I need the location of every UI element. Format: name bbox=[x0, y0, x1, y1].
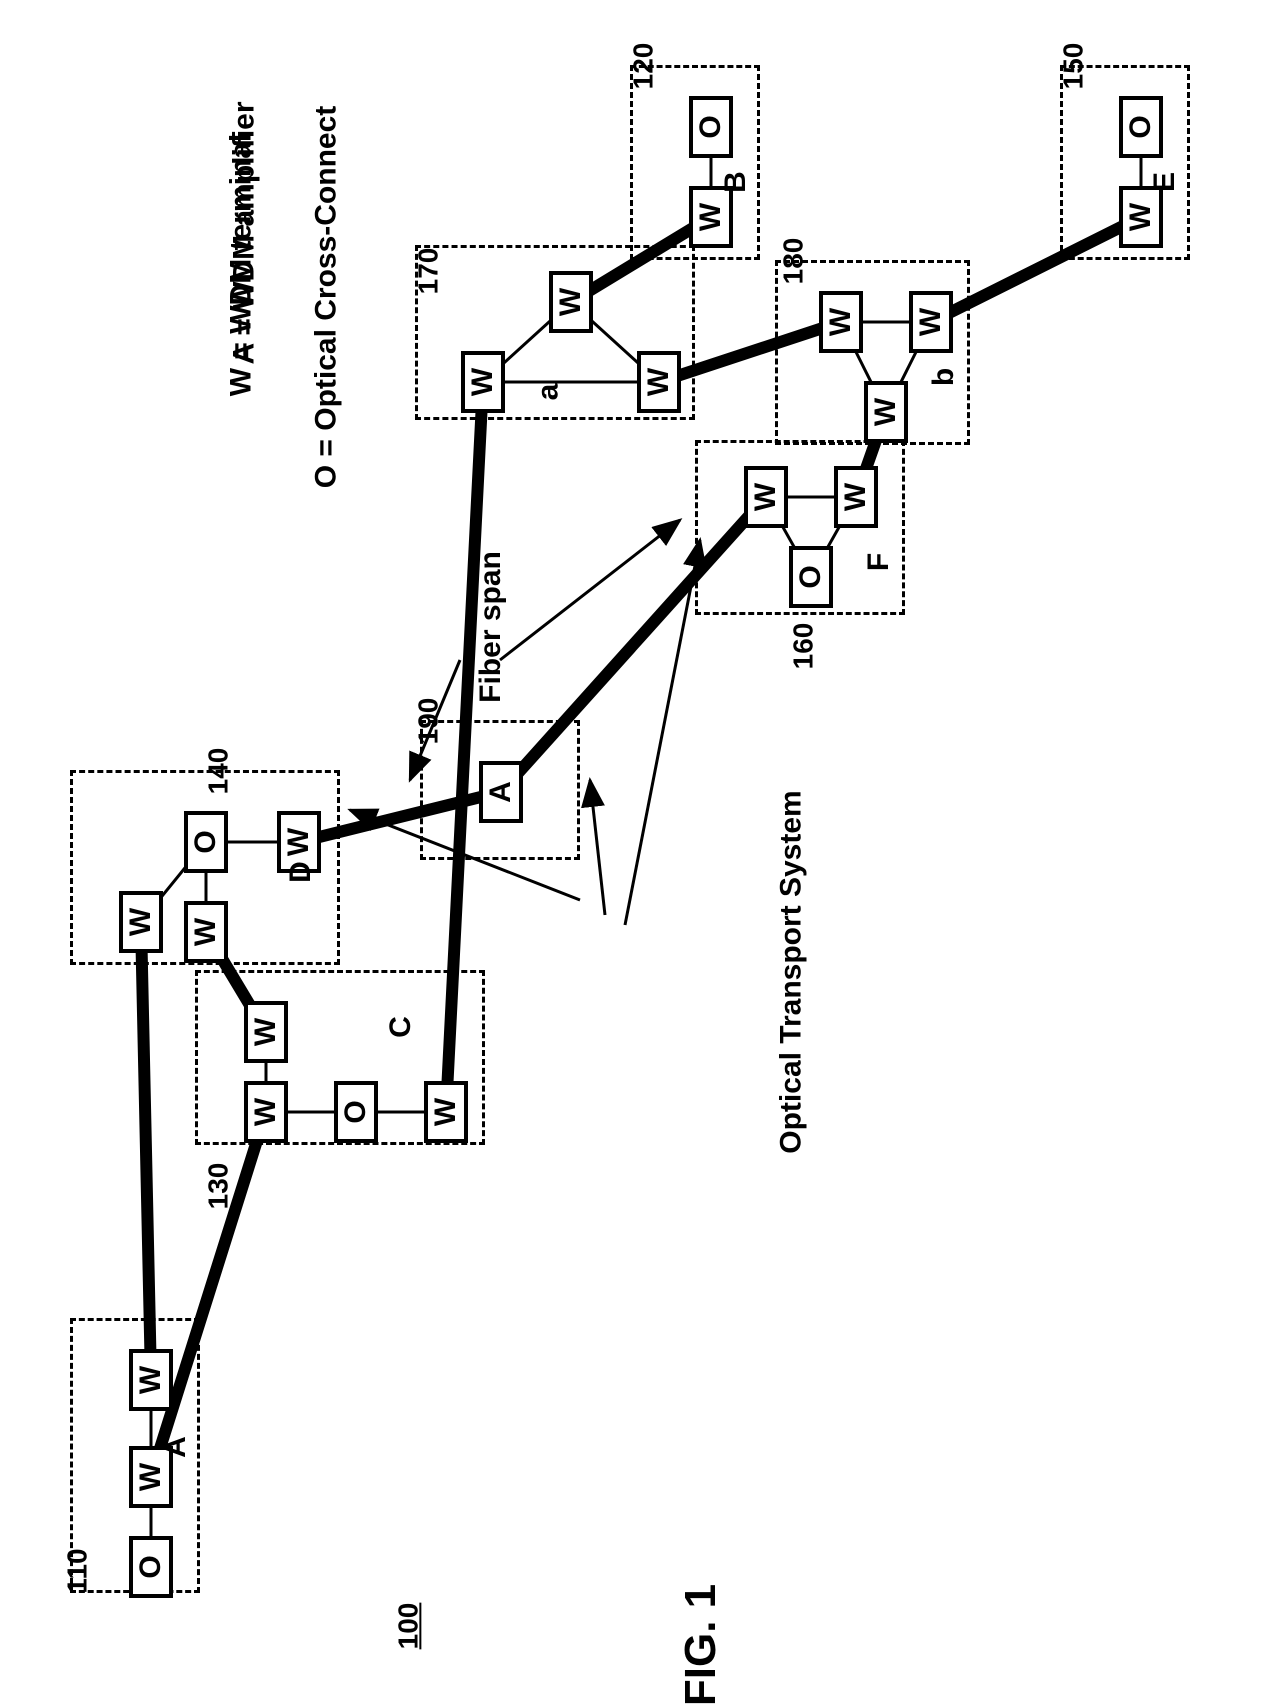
site-label-C: C bbox=[384, 1016, 418, 1038]
ref-main: 100 bbox=[392, 1603, 424, 1650]
site-label-F: F bbox=[862, 553, 896, 571]
node-F_W2: W bbox=[834, 466, 878, 528]
annotation-arrow bbox=[500, 520, 680, 660]
node-B_W: W bbox=[689, 186, 733, 248]
node-a_W2: W bbox=[461, 351, 505, 413]
node-C_W3: W bbox=[244, 1001, 288, 1063]
annotation-arrow bbox=[590, 780, 605, 915]
node-D_W3: W bbox=[119, 891, 163, 953]
label-ots: Optical Transport System bbox=[775, 790, 809, 1153]
node-D_O: O bbox=[184, 811, 228, 873]
node-C_W2: W bbox=[424, 1081, 468, 1143]
ref-D: 140 bbox=[202, 748, 234, 795]
node-Amp: A bbox=[479, 761, 523, 823]
ref-b: 180 bbox=[777, 238, 809, 285]
node-D_W1: W bbox=[184, 901, 228, 963]
fiber-span bbox=[141, 922, 151, 1380]
node-E_W: W bbox=[1119, 186, 1163, 248]
label-fiber-span: Fiber span bbox=[474, 551, 508, 703]
node-b_W2: W bbox=[909, 291, 953, 353]
node-b_W1: W bbox=[819, 291, 863, 353]
node-A_W2: W bbox=[129, 1349, 173, 1411]
node-E_O: O bbox=[1119, 96, 1163, 158]
node-B_O: O bbox=[689, 96, 733, 158]
diagram-canvas: OWWOWWOWWWOWWOWWWOWWWWWWAABCDEFab1101201… bbox=[0, 0, 1282, 1679]
node-a_W1: W bbox=[549, 271, 593, 333]
site-label-A: A bbox=[159, 1436, 193, 1458]
site-label-D: D bbox=[284, 861, 318, 883]
ref-B: 120 bbox=[627, 43, 659, 90]
site-label-E: E bbox=[1148, 172, 1182, 192]
node-C_W1: W bbox=[244, 1081, 288, 1143]
ref-C: 130 bbox=[202, 1163, 234, 1210]
ref-a: 170 bbox=[412, 248, 444, 295]
ref-amp: 190 bbox=[412, 698, 444, 745]
legend-line1: O = Optical Cross-Connect bbox=[309, 106, 343, 489]
node-F_O: O bbox=[789, 546, 833, 608]
ref-F: 160 bbox=[787, 623, 819, 670]
node-C_O: O bbox=[334, 1081, 378, 1143]
ref-A: 110 bbox=[62, 1548, 94, 1593]
legend-line3: A = WDM amplifier bbox=[228, 101, 262, 364]
annotation-arrow bbox=[625, 540, 700, 925]
node-F_W1: W bbox=[744, 466, 788, 528]
site-label-a: a bbox=[531, 384, 565, 401]
node-a_W3: W bbox=[637, 351, 681, 413]
site-label-B: B bbox=[719, 171, 753, 193]
site-label-b: b bbox=[927, 368, 961, 386]
ref-E: 150 bbox=[1057, 43, 1089, 90]
node-A_O: O bbox=[129, 1536, 173, 1598]
figure-title: FIG. 1 bbox=[676, 1584, 726, 1706]
node-b_W3: W bbox=[864, 381, 908, 443]
